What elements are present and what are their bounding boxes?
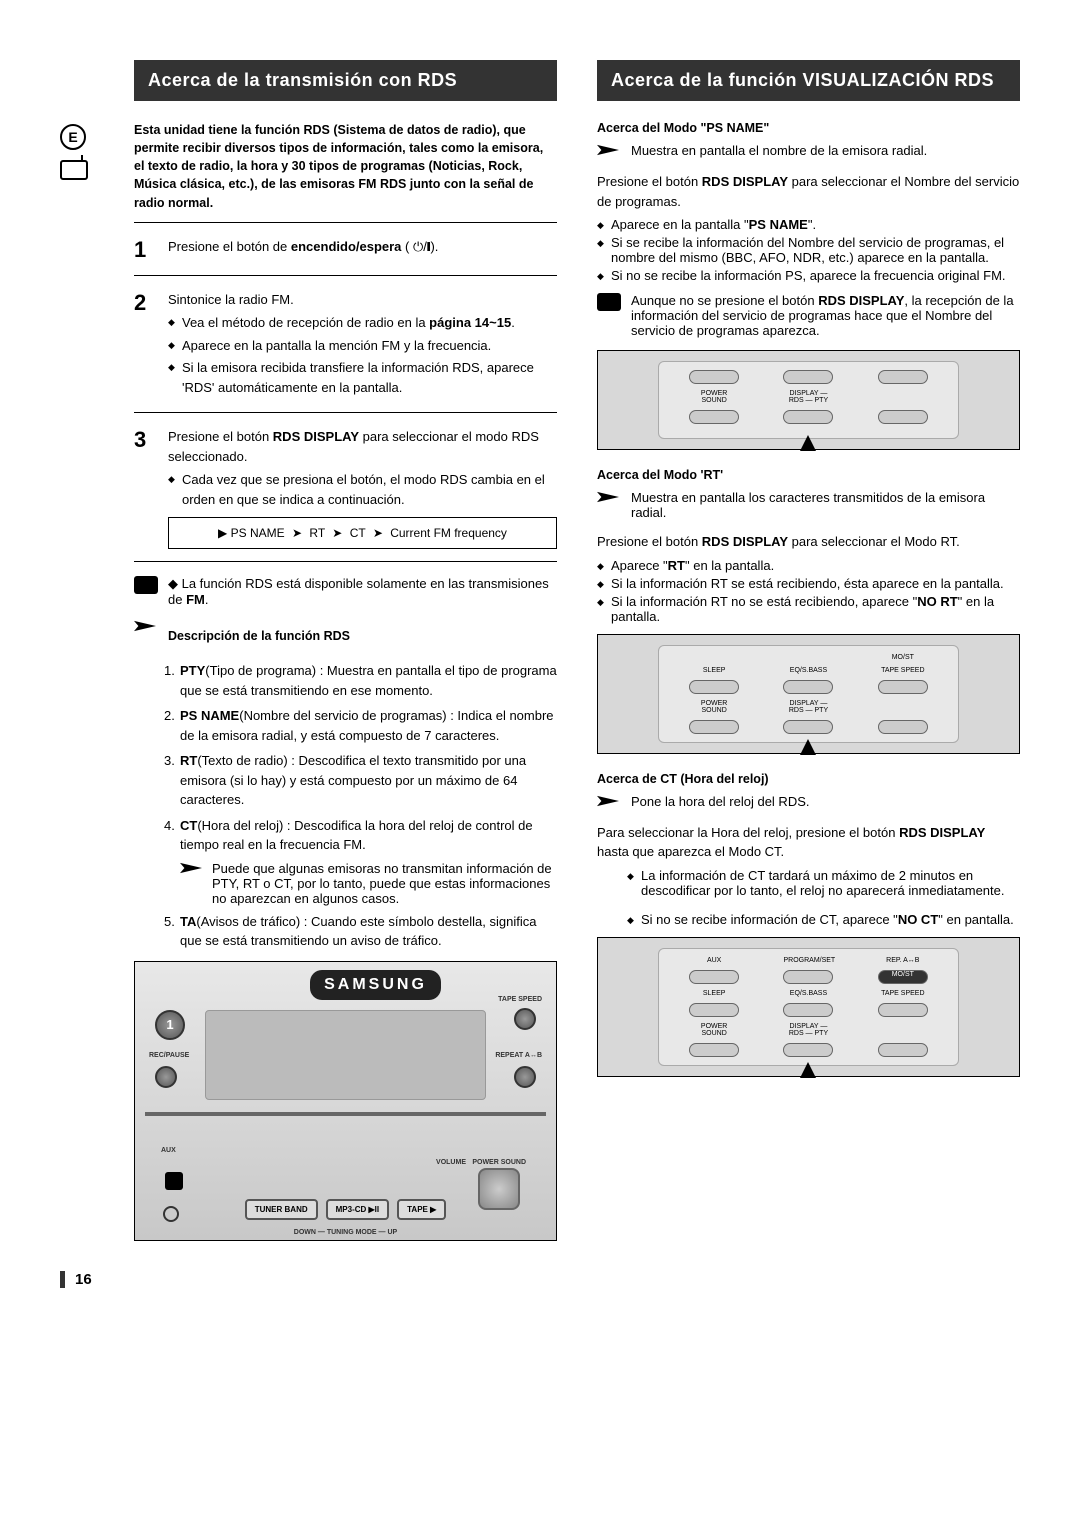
page-number: 16 xyxy=(60,1271,1020,1288)
tape-button: TAPE ▶ xyxy=(397,1199,446,1220)
brand-logo: SAMSUNG xyxy=(310,970,441,1000)
remote-illustration-3: AUX PROGRAM/SET REP. A↔B MO/ST SLEEP EQ/… xyxy=(597,937,1020,1077)
right-title: Acerca de la función VISUALIZACIÓN RDS xyxy=(597,60,1020,101)
pointer-icon xyxy=(597,794,621,811)
language-badge: E xyxy=(60,124,86,150)
remote-illustration-1: POWER SOUND DISPLAY — RDS — PTY xyxy=(597,350,1020,450)
section-ps-name: Acerca del Modo "PS NAME" Muestra en pan… xyxy=(597,121,1020,450)
highlight-arrow-icon xyxy=(800,435,816,451)
section-rt: Acerca del Modo 'RT' Muestra en pantalla… xyxy=(597,468,1020,754)
steps-list: 1 Presione el botón de encendido/espera … xyxy=(134,237,557,563)
headphone-icon xyxy=(163,1206,179,1222)
pointer-icon xyxy=(597,143,621,160)
step-2: 2 Sintonice la radio FM. Vea el método d… xyxy=(134,290,557,414)
fm-note: ◆ La función RDS está disponible solamen… xyxy=(134,576,557,607)
rds-desc-list: 1.PTY(Tipo de programa) : Muestra en pan… xyxy=(164,661,557,855)
radio-icon xyxy=(60,160,88,180)
power-button-callout: 1 xyxy=(155,1010,185,1040)
step-3: 3 Presione el botón RDS DISPLAY para sel… xyxy=(134,427,557,562)
highlight-arrow-icon xyxy=(800,1062,816,1078)
display-screen xyxy=(205,1010,486,1100)
section-ct: Acerca de CT (Hora del reloj) Pone la ho… xyxy=(597,772,1020,1077)
highlight-arrow-icon xyxy=(800,739,816,755)
pointer-icon xyxy=(134,619,158,636)
left-title: Acerca de la transmisión con RDS xyxy=(134,60,557,101)
left-column: Acerca de la transmisión con RDS Esta un… xyxy=(134,60,557,1241)
note-icon xyxy=(134,576,158,594)
intro-text: Esta unidad tiene la función RDS (Sistem… xyxy=(134,121,557,223)
pointer-icon xyxy=(180,861,204,906)
step-1: 1 Presione el botón de encendido/espera … xyxy=(134,237,557,276)
mp3cd-button: MP3-CD ▶II xyxy=(326,1199,390,1220)
side-icon-rail: E xyxy=(60,60,94,1241)
aux-port xyxy=(165,1172,183,1190)
desc-heading: Descripción de la función RDS xyxy=(168,629,350,643)
remote-illustration-2: MO/ST SLEEP EQ/S.BASS TAPE SPEED POWER S… xyxy=(597,634,1020,754)
pointer-icon xyxy=(597,490,621,507)
right-column: Acerca de la función VISUALIZACIÓN RDS A… xyxy=(597,60,1020,1241)
tuner-button: TUNER BAND xyxy=(245,1199,318,1220)
rds-mode-flow: ▶ PS NAME ➤ RT ➤ CT ➤ Current FM frequen… xyxy=(168,517,557,549)
product-illustration: SAMSUNG 1 TAPE SPEED REC/PAUSE REPEAT A↔… xyxy=(134,961,557,1241)
note-icon xyxy=(597,293,621,311)
